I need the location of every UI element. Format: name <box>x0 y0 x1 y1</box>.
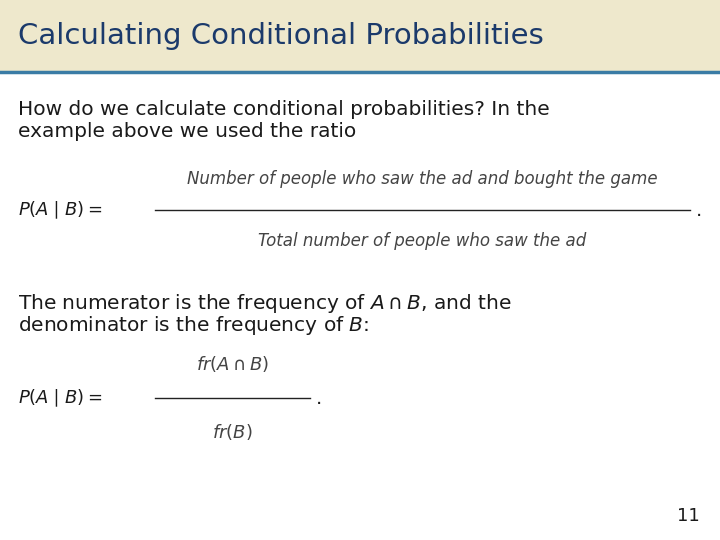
Text: example above we used the ratio: example above we used the ratio <box>18 122 356 141</box>
Text: $P(A \mid B) =$: $P(A \mid B) =$ <box>18 387 102 409</box>
Text: .: . <box>316 388 323 408</box>
Text: Number of people who saw the ad and bought the game: Number of people who saw the ad and boug… <box>187 170 658 188</box>
Text: How do we calculate conditional probabilities? In the: How do we calculate conditional probabil… <box>18 100 550 119</box>
Text: denominator is the frequency of $B$:: denominator is the frequency of $B$: <box>18 314 369 337</box>
Bar <box>0 0 720 72</box>
Text: 11: 11 <box>678 507 700 525</box>
Text: Calculating Conditional Probabilities: Calculating Conditional Probabilities <box>18 22 544 50</box>
Text: $P(A \mid B) =$: $P(A \mid B) =$ <box>18 199 102 221</box>
Text: The numerator is the frequency of $A \cap B$, and the: The numerator is the frequency of $A \ca… <box>18 292 511 315</box>
Text: $\mathit{fr}(B)$: $\mathit{fr}(B)$ <box>212 422 253 442</box>
Text: $\mathit{fr}(A \cap B)$: $\mathit{fr}(A \cap B)$ <box>196 354 269 374</box>
Text: Total number of people who saw the ad: Total number of people who saw the ad <box>258 232 587 250</box>
Text: .: . <box>696 200 702 219</box>
